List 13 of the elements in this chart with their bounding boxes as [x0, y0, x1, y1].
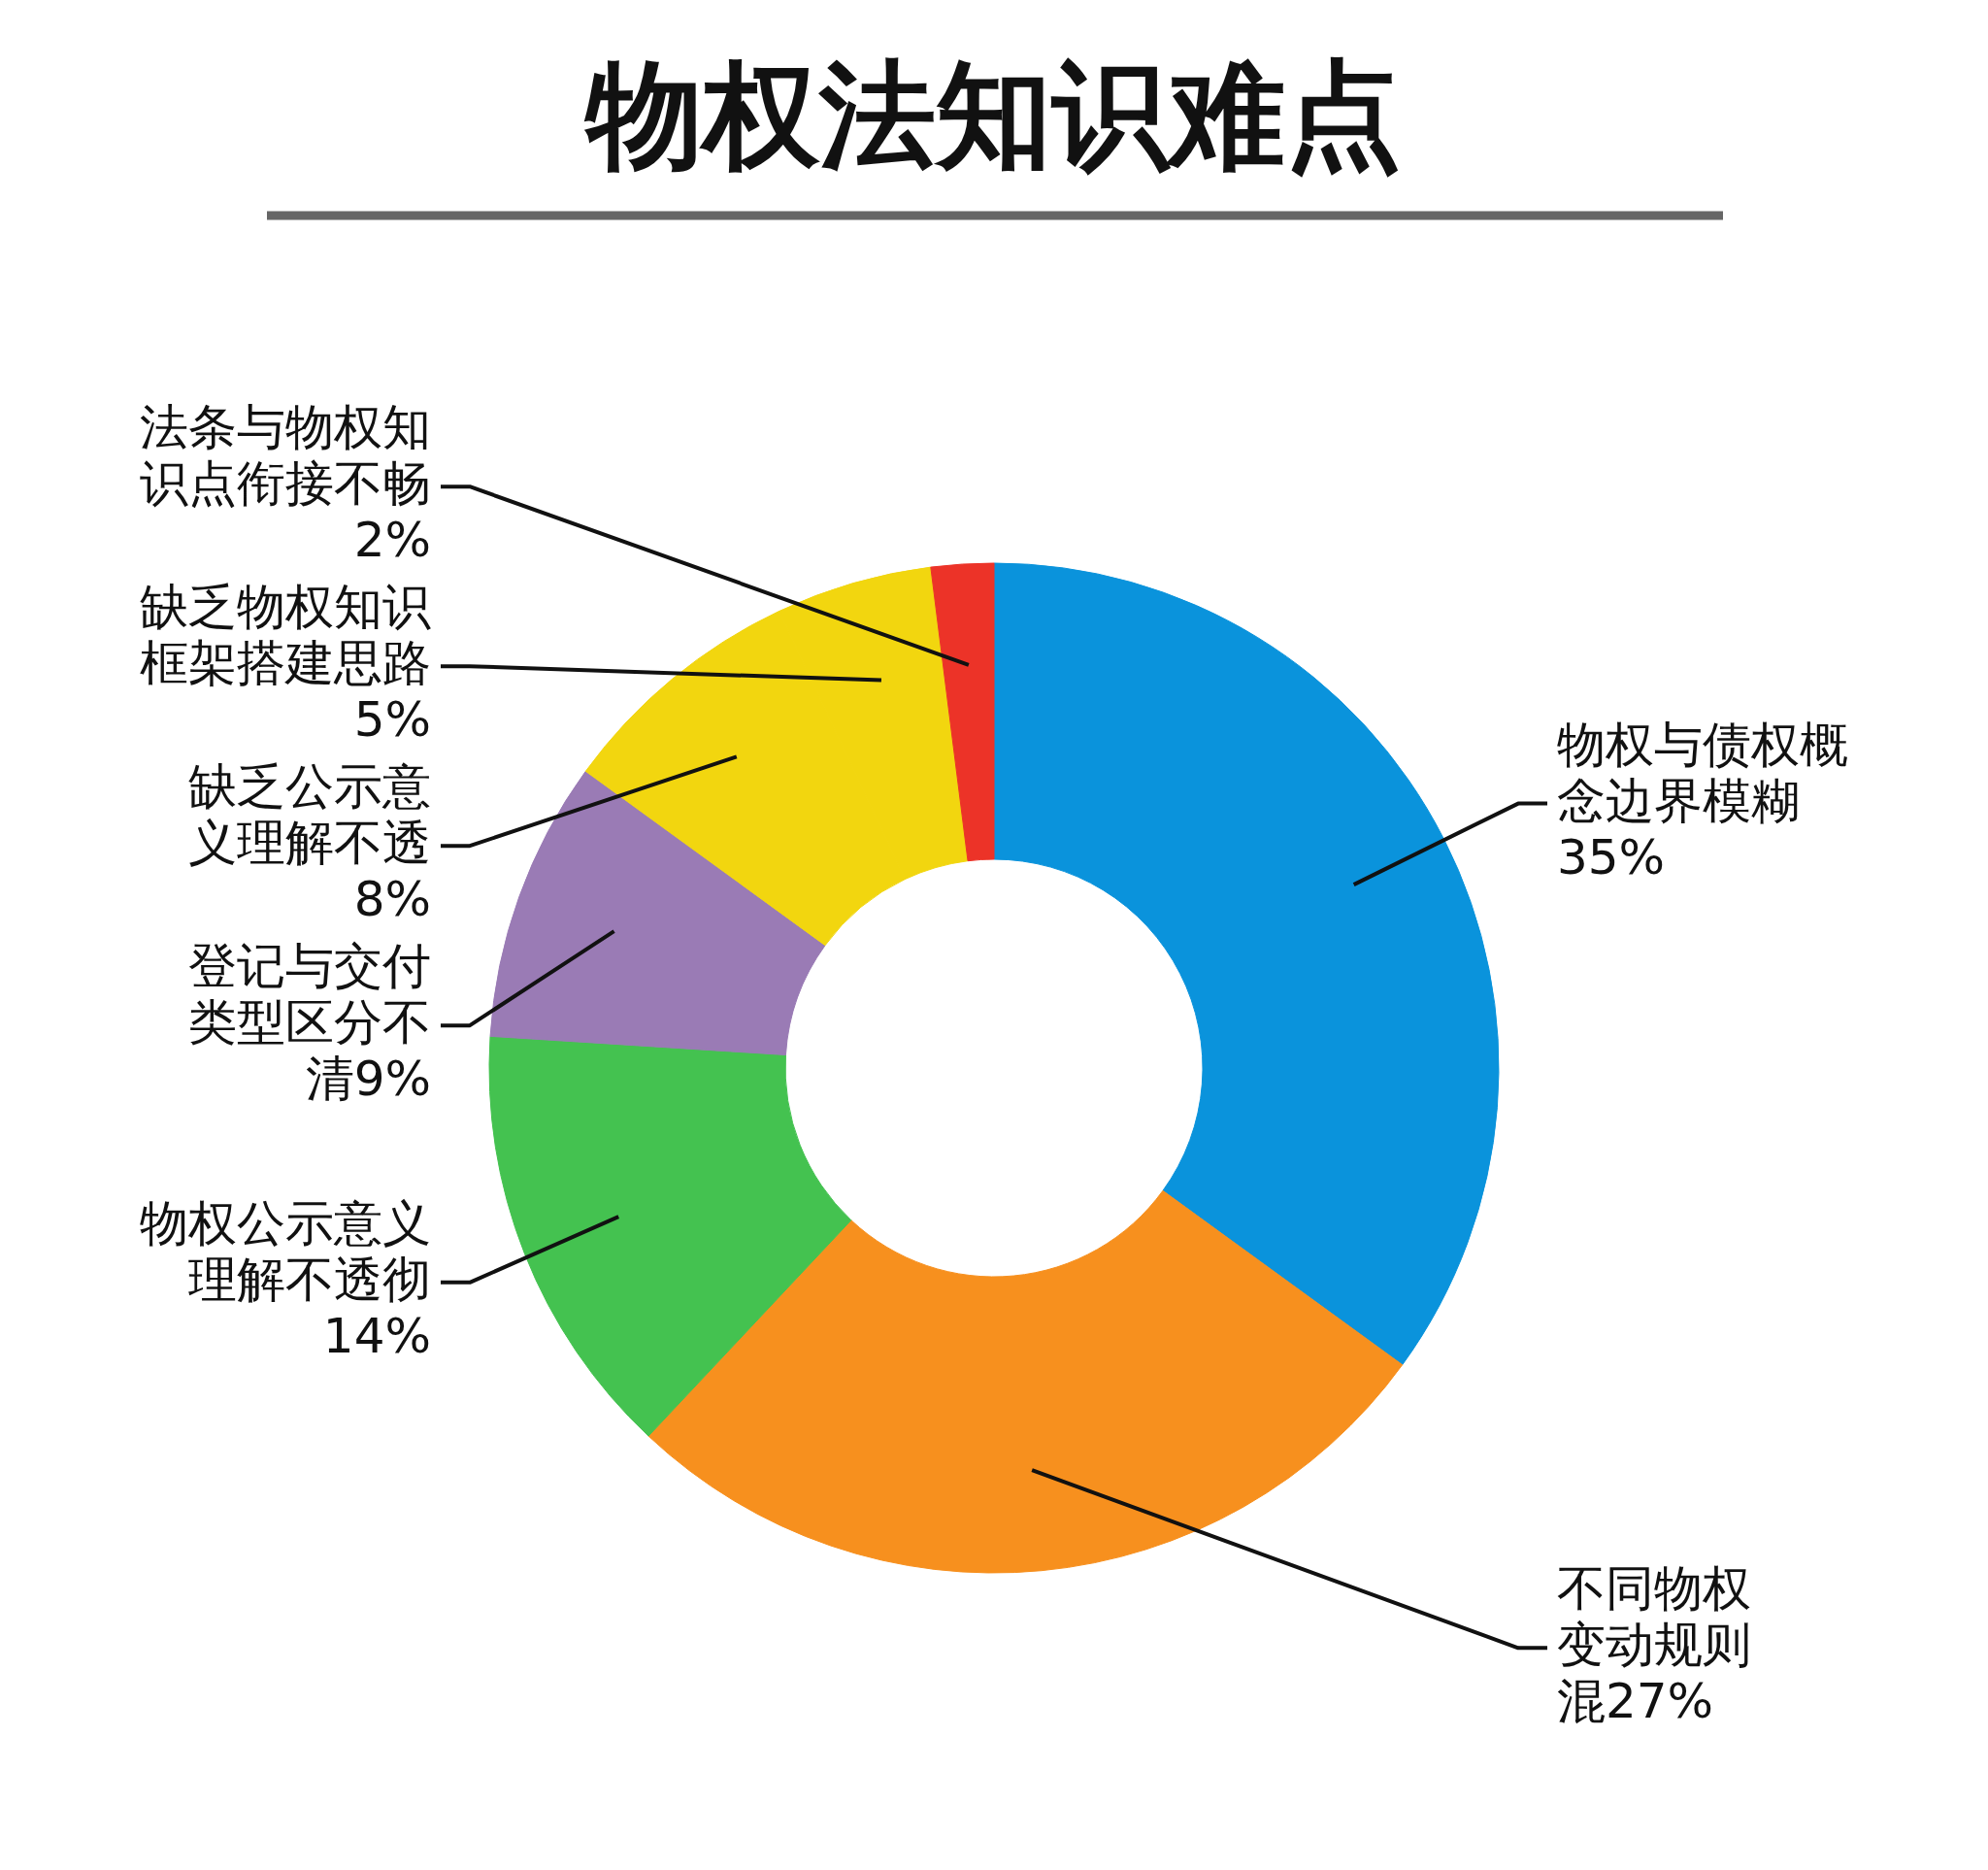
data-label: 14% [322, 1307, 431, 1364]
chart-title: 物权法知识难点 [583, 48, 1402, 183]
slice-label: 法条与物权知识点衔接不畅 [140, 398, 431, 512]
slice-label: 缺乏物权知识框架搭建思路 [140, 578, 431, 691]
data-label: 35% [1557, 828, 1666, 885]
slice-label: 缺乏公示意义理解不透 [188, 757, 431, 871]
slice-label: 物权与债权概念边界模糊 [1557, 716, 1848, 829]
data-label: 8% [353, 870, 431, 927]
slice-label: 物权公示意义理解不透彻 [140, 1194, 431, 1308]
slice-label: 登记与交付类型区分不清9% [188, 937, 431, 1107]
data-label: 5% [353, 690, 431, 748]
data-label: 2% [353, 511, 431, 568]
slice-label: 不同物权变动规则混27% [1557, 1559, 1751, 1729]
